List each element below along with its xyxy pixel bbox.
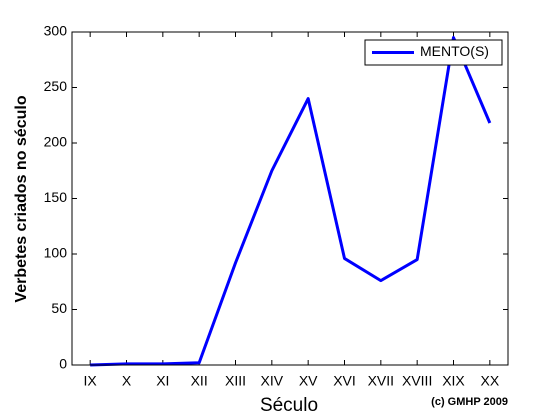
x-tick-label: X [122, 373, 132, 389]
y-tick-label: 0 [59, 356, 67, 372]
y-tick-label: 300 [44, 23, 68, 39]
x-axis-label: Século [260, 395, 318, 416]
x-tick-label: XIX [442, 373, 465, 389]
x-tick-label: XI [156, 373, 169, 389]
y-tick-label: 50 [51, 300, 67, 316]
x-tick-label: XVII [368, 373, 394, 389]
y-axis-label: Verbetes criados no século [13, 95, 30, 302]
y-tick-label: 150 [44, 189, 68, 205]
y-tick-label: 250 [44, 78, 68, 94]
data-line [90, 36, 492, 367]
annotation: (c) GMHP 2009 [431, 396, 508, 408]
legend-label: MENTO(S) [420, 43, 489, 59]
x-tick-label: XII [191, 373, 208, 389]
y-tick-label: 200 [44, 134, 68, 150]
x-tick-label: XVI [333, 373, 356, 389]
x-tick-label: XVIII [402, 373, 432, 389]
plot-frame [71, 31, 509, 366]
y-tick-label: 100 [44, 245, 68, 261]
x-tick-label: XV [299, 373, 318, 389]
x-tick-label: IX [84, 373, 98, 389]
x-tick-label: XX [480, 373, 499, 389]
x-tick-label: XIII [225, 373, 246, 389]
x-tick-label: XIV [261, 373, 284, 389]
